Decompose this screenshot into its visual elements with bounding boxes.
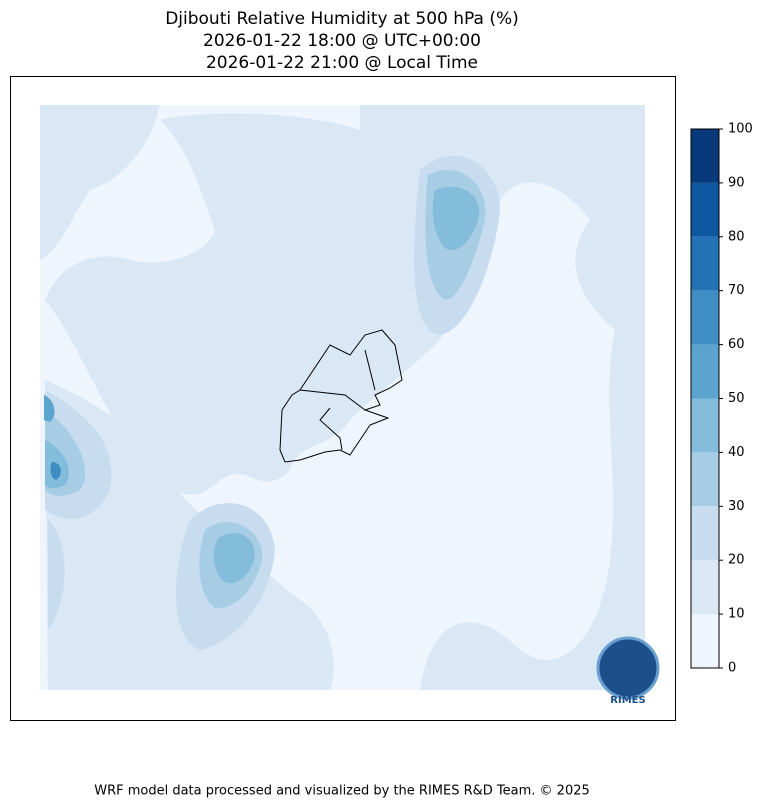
map [40, 105, 645, 690]
contour [213, 533, 255, 584]
map-frame [10, 76, 676, 721]
colorbar-tick-label: 50 [728, 391, 745, 406]
contour [250, 337, 420, 422]
colorbar-segment [691, 398, 719, 453]
colorbar-tick-label: 90 [728, 175, 745, 190]
colorbar: 0 10 20 30 40 50 60 70 80 90 100 [690, 122, 753, 676]
colorbar-segment [691, 614, 719, 668]
colorbar-tick-label: 40 [728, 445, 745, 460]
colorbar-tick-label: 80 [728, 229, 745, 244]
colorbar-segment [691, 344, 719, 399]
colorbar-segment [691, 290, 719, 345]
colorbar-tick-label: 100 [728, 122, 753, 137]
contour [40, 105, 160, 260]
colorbar-segment [691, 129, 719, 183]
logo-badge [596, 636, 660, 700]
colorbar-segment [691, 236, 719, 291]
colorbar-tick-label: 10 [728, 607, 745, 622]
contour [50, 462, 61, 480]
footer: WRF model data processed and visualized … [94, 784, 590, 799]
colorbar-tick-label: 60 [728, 337, 745, 352]
colorbar-tick-label: 0 [728, 661, 736, 676]
contour [44, 395, 55, 422]
logo: RIMES [596, 636, 660, 706]
title: Djibouti Relative Humidity at 500 hPa (%… [165, 9, 519, 29]
colorbar-tick-label: 70 [728, 283, 745, 298]
colorbar-segment [691, 560, 719, 615]
colorbar-tick-label: 20 [728, 553, 745, 568]
logo-text: RIMES [610, 695, 645, 706]
contour [48, 520, 65, 630]
subtitle: 2026-01-22 18:00 @ UTC+00:00 [203, 31, 481, 51]
colorbar-segment [691, 182, 719, 237]
colorbar-tick-label: 30 [728, 499, 745, 514]
country-border [279, 329, 403, 463]
subtitle: 2026-01-22 21:00 @ Local Time [206, 53, 478, 73]
colorbar-segment [691, 506, 719, 561]
contour [432, 186, 480, 251]
colorbar-segment [691, 452, 719, 507]
